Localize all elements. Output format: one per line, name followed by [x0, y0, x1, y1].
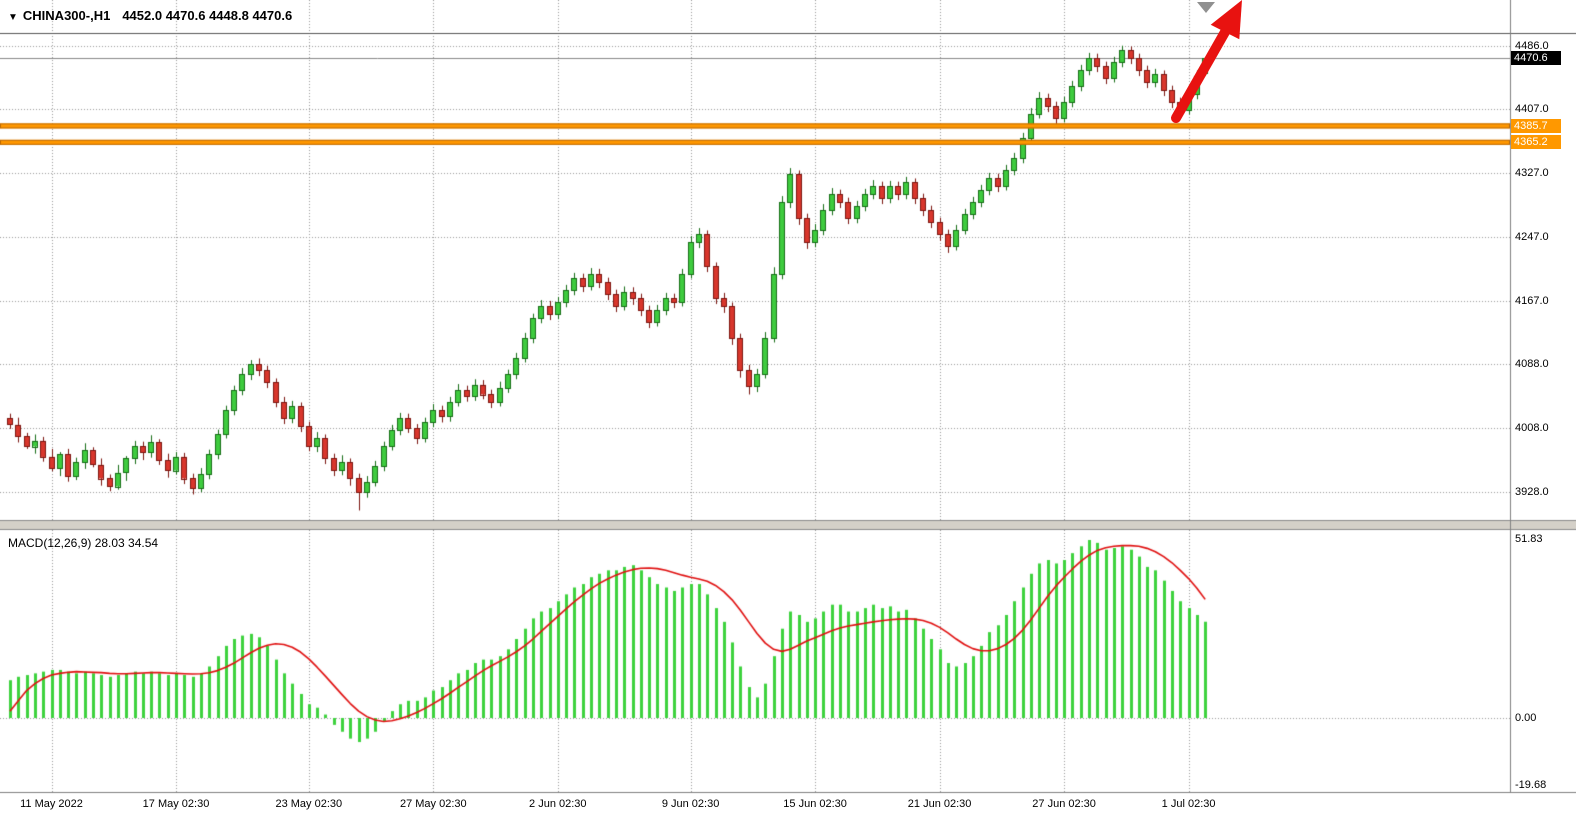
time-axis-label: 1 Jul 02:30	[1161, 798, 1216, 810]
time-axis-label: 27 Jun 02:30	[1032, 798, 1096, 810]
macd-zero-label: 0.00	[1515, 712, 1537, 724]
orange-line-price-label: 4385.7	[1511, 118, 1561, 133]
time-axis-label: 21 Jun 02:30	[907, 798, 972, 810]
symbol-dropdown-icon: ▼	[8, 12, 18, 23]
price-axis-label: 4407.0	[1515, 102, 1549, 115]
chart-shift-marker-icon[interactable]	[1197, 2, 1215, 14]
price-axis-label: 3928.0	[1515, 486, 1549, 499]
time-axis-label: 11 May 2022	[20, 798, 83, 810]
price-axis-label: 4008.0	[1515, 422, 1549, 435]
time-axis-label: 23 May 02:30	[275, 798, 343, 810]
time-axis-label: 15 Jun 02:30	[783, 798, 847, 810]
symbol-label: CHINA300-,H1	[22, 8, 111, 23]
orange-line-price-label: 4365.2	[1511, 135, 1561, 150]
macd-max-label: 51.83	[1515, 533, 1543, 545]
current-price-label: 4470.6	[1511, 51, 1561, 65]
chart-title: ▼ CHINA300-,H1 4452.0 4470.6 4448.8 4470.6	[8, 8, 292, 23]
price-axis-label: 4247.0	[1515, 230, 1549, 243]
macd-min-label: -19.68	[1515, 779, 1547, 791]
time-axis-label: 27 May 02:30	[399, 798, 467, 810]
time-axis[interactable]: 11 May 2022 17 May 02:30 23 May 02:30 27 Ma…	[0, 794, 1510, 825]
price-axis-label: 4088.0	[1515, 358, 1549, 371]
price-axis[interactable]: 4470.6 4385.7 4365.2 51.83 0.00 -19.68 4…	[1511, 0, 1576, 825]
price-axis-label: 4486.0	[1515, 39, 1549, 52]
up-trend-arrow-icon[interactable]	[1150, 0, 1270, 140]
time-axis-label: 2 Jun 02:30	[529, 798, 587, 810]
macd-indicator-label: MACD(12,26,9) 28.03 34.54	[8, 536, 159, 550]
ohlc-values: 4452.0 4470.6 4448.8 4470.6	[122, 8, 293, 23]
price-axis-label: 4327.0	[1515, 166, 1549, 179]
time-axis-label: 17 May 02:30	[142, 798, 210, 810]
price-axis-label: 4167.0	[1515, 294, 1549, 307]
time-axis-label: 9 Jun 02:30	[661, 798, 720, 810]
